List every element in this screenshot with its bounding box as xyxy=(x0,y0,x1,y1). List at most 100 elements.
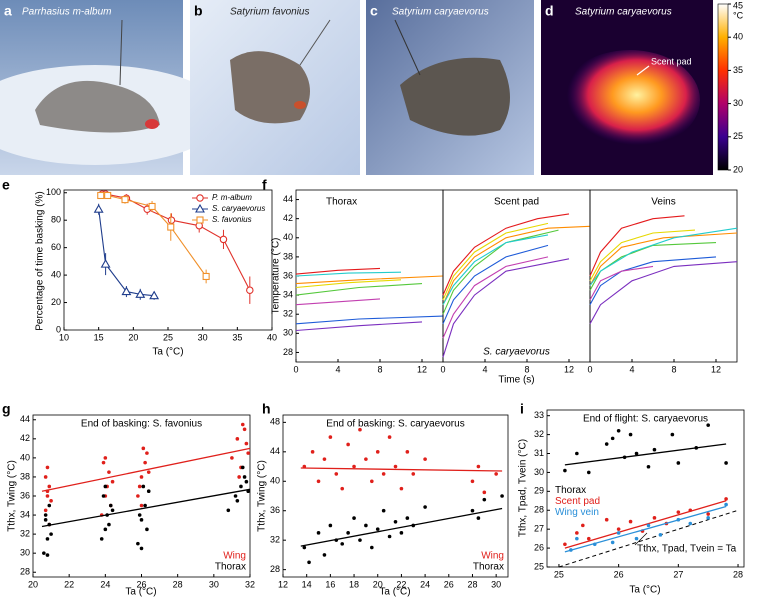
point xyxy=(706,423,710,427)
trace xyxy=(442,225,591,305)
panel-letter: f xyxy=(262,177,267,193)
point xyxy=(137,513,142,517)
annotation: S. caryaevorus xyxy=(483,347,550,358)
point xyxy=(610,436,615,441)
trace xyxy=(442,256,549,339)
colorbar-tick-label: 25 xyxy=(733,131,743,141)
x-tick-label: 12 xyxy=(417,364,427,374)
y-tick-label: 28 xyxy=(270,564,280,574)
y-tick-label: 36 xyxy=(20,490,30,500)
legend-label: Wing vein xyxy=(555,507,599,518)
point xyxy=(141,446,146,451)
point xyxy=(45,537,50,541)
x-tick-label: 35 xyxy=(232,332,242,342)
x-tick-label: 28 xyxy=(173,579,183,589)
x-tick-label: 16 xyxy=(325,579,335,589)
point xyxy=(316,531,321,535)
y-tick-label: 32 xyxy=(270,535,280,545)
y-tick-label: 29 xyxy=(534,486,544,496)
y-tick-label: 48 xyxy=(270,417,280,427)
y-tick-label: 27 xyxy=(534,524,544,534)
trace xyxy=(295,298,381,306)
point xyxy=(47,503,52,508)
y-tick-label: 38 xyxy=(20,471,30,481)
point xyxy=(146,489,151,494)
x-tick-label: 18 xyxy=(349,579,359,589)
plot-frame xyxy=(295,189,444,363)
photo-b xyxy=(190,0,360,175)
y-tick-label: 40 xyxy=(283,232,293,242)
colorbar-tick-label: 30 xyxy=(733,98,743,108)
point xyxy=(346,442,350,447)
point xyxy=(364,457,368,461)
point xyxy=(581,523,585,528)
point xyxy=(604,442,609,446)
point xyxy=(375,527,380,531)
x-tick-label: 15 xyxy=(94,332,104,342)
point xyxy=(470,508,475,513)
y-tick-label: 40 xyxy=(270,476,280,486)
chart-title: End of basking: S. favonius xyxy=(81,419,202,430)
point xyxy=(246,451,250,455)
trace xyxy=(589,227,738,286)
point xyxy=(628,519,633,524)
y-tick-label: 34 xyxy=(20,509,30,519)
trace xyxy=(295,267,381,275)
y-axis-label: Percentage of time basking (%) xyxy=(35,191,46,331)
point xyxy=(45,465,50,470)
photo-d: Scent pad xyxy=(541,0,713,175)
marker xyxy=(196,194,204,202)
marker xyxy=(246,286,254,294)
y-tick-label: 32 xyxy=(534,429,544,439)
point xyxy=(423,457,427,461)
y-tick-label: 40 xyxy=(51,269,61,279)
trace xyxy=(589,256,717,305)
point xyxy=(107,470,111,474)
point xyxy=(358,538,362,542)
point xyxy=(724,461,728,465)
point xyxy=(45,494,50,498)
reference-label: Tthx, Tpad, Tvein = Ta xyxy=(637,544,737,555)
trace xyxy=(442,222,549,301)
point xyxy=(145,527,149,532)
point xyxy=(405,450,410,454)
point xyxy=(706,516,710,520)
x-tick-label: 26 xyxy=(444,579,454,589)
point xyxy=(482,497,487,502)
y-tick-label: 42 xyxy=(20,433,30,443)
point xyxy=(370,545,374,550)
x-axis-label: Time (s) xyxy=(498,375,534,386)
trace xyxy=(589,242,717,291)
panel-letter: g xyxy=(2,401,11,417)
point xyxy=(139,546,144,551)
trace xyxy=(295,315,444,325)
x-tick-label: 12 xyxy=(278,579,288,589)
y-tick-label: 44 xyxy=(283,194,293,204)
point xyxy=(101,460,106,465)
point xyxy=(139,475,144,479)
point xyxy=(340,486,345,491)
x-tick-label: 26 xyxy=(136,579,146,589)
marker xyxy=(149,290,160,300)
point xyxy=(476,464,481,469)
point xyxy=(143,503,147,508)
y-tick-label: 30 xyxy=(534,467,544,477)
x-tick-label: 10 xyxy=(59,332,69,342)
point xyxy=(381,472,386,476)
point xyxy=(482,490,487,495)
panel-letter: i xyxy=(520,401,524,417)
point xyxy=(628,432,633,437)
marker xyxy=(100,259,111,268)
photo-annotation: Scent pad xyxy=(651,56,692,66)
point xyxy=(103,484,108,489)
fit-line xyxy=(300,467,503,472)
x-tick-label: 25 xyxy=(163,332,173,342)
y-tick-label: 30 xyxy=(283,328,293,338)
x-tick-label: 32 xyxy=(245,579,255,589)
trace xyxy=(295,271,402,277)
point xyxy=(616,429,621,433)
point xyxy=(387,534,392,539)
y-tick-label: 44 xyxy=(20,414,30,424)
legend-label: S. favonius xyxy=(212,215,252,224)
point xyxy=(375,450,380,454)
